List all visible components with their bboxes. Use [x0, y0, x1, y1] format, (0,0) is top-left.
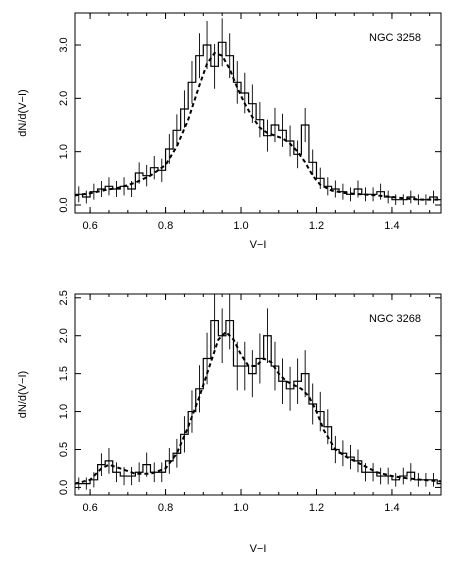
plot-frame [74, 12, 442, 214]
x-tick-label: 1.0 [233, 220, 248, 232]
x-tick-label: 1.4 [384, 220, 399, 232]
x-axis-label: V−I [250, 543, 267, 555]
y-tick-label: 0.5 [58, 442, 70, 457]
x-tick-label: 0.6 [82, 502, 97, 514]
y-tick-label: 2.0 [58, 91, 70, 106]
panel-ngc-3268: 0.6 0.8 1.0 1.2 1.4 0.0 0.5 1.0 1.5 2.0 2.5 V−I dN/d… [17, 290, 442, 555]
y-tick-label: 3.0 [58, 37, 70, 52]
y-tick-label: 2.0 [58, 328, 70, 343]
x-tick-label: 0.8 [158, 502, 173, 514]
histogram-step [75, 41, 441, 201]
y-tick-label: 2.5 [58, 290, 70, 305]
galaxy-label: NGC 3258 [369, 32, 421, 44]
y-tick-label: 1.0 [58, 404, 70, 419]
x-tick-label: 1.0 [233, 502, 248, 514]
plot-frame [74, 293, 442, 496]
y-tick-label: 0.0 [58, 197, 70, 212]
x-tick-label: 0.6 [82, 220, 97, 232]
smoothed-curve [74, 330, 442, 485]
y-tick-label: 0.0 [58, 480, 70, 495]
panel-ngc-3258: 0.6 0.8 1.0 1.2 1.4 0.0 1.0 2.0 3.0 V−I dN/d(V−I) N… [17, 12, 442, 251]
x-axis-label: V−I [250, 239, 267, 251]
y-tick-label: 1.0 [58, 144, 70, 159]
x-tick-label: 1.2 [309, 502, 324, 514]
x-tick-label: 1.4 [384, 502, 399, 514]
y-axis-label: dN/d(V−I) [17, 89, 29, 136]
smoothed-curve [74, 51, 441, 201]
y-tick-label: 1.5 [58, 366, 70, 381]
x-tick-label: 1.2 [309, 220, 324, 232]
y-axis-label: dN/d(V−I) [17, 371, 29, 418]
histogram-step [75, 319, 441, 485]
x-tick-label: 0.8 [158, 220, 173, 232]
galaxy-label: NGC 3268 [369, 313, 421, 325]
